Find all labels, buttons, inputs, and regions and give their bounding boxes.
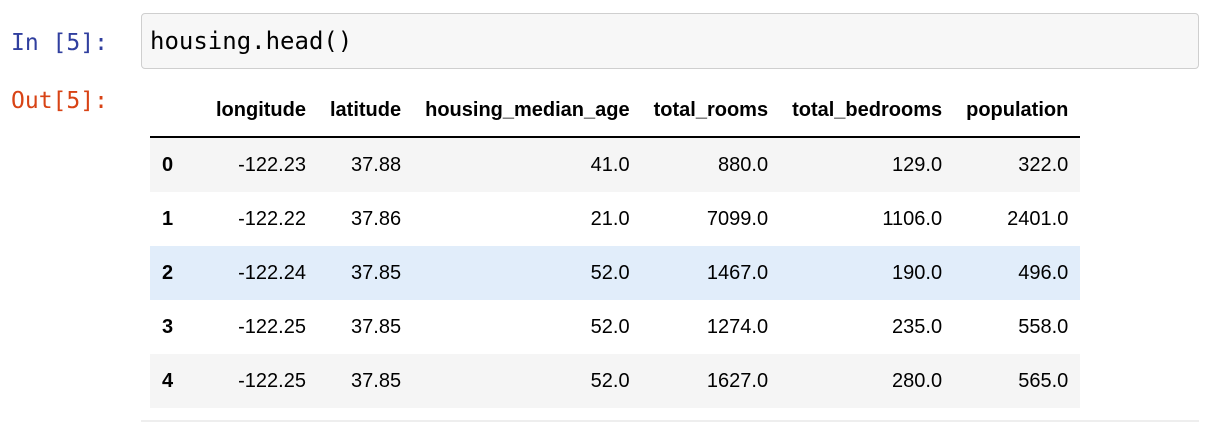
column-header-housing-median-age: housing_median_age [413,84,642,138]
cell-total-rooms: 880.0 [718,153,769,176]
cell-housing-median-age: 52.0 [590,261,630,284]
cell-population: 558.0 [1018,315,1069,338]
column-header-index [150,84,204,138]
cell-total-bedrooms: 235.0 [892,315,943,338]
cell-total-bedrooms: 190.0 [892,261,943,284]
cell-total-rooms: 7099.0 [706,207,769,230]
row-index: 1 [162,207,174,230]
output-prompt: Out[5]: [11,88,108,114]
row-index: 3 [162,315,174,338]
output-scroll-divider [141,420,1199,422]
header-row: longitude latitude housing_median_age to… [150,84,1081,138]
cell-longitude: -122.25 [238,369,306,392]
table-row: 2 -122.24 37.85 52.0 1467.0 190.0 496.0 [150,246,1081,300]
cell-population: 565.0 [1018,369,1069,392]
table-body: 0 -122.23 37.88 41.0 880.0 129.0 322.0 1… [150,137,1081,408]
row-index: 4 [162,369,174,392]
column-header-latitude: latitude [317,84,414,138]
code-text[interactable]: housing.head() [150,27,353,55]
cell-total-rooms: 1627.0 [706,369,769,392]
output-area: longitude latitude housing_median_age to… [150,84,1188,428]
dataframe-table: longitude latitude housing_median_age to… [150,84,1081,408]
table-row: 3 -122.25 37.85 52.0 1274.0 235.0 558.0 [150,300,1081,354]
cell-longitude: -122.22 [238,207,306,230]
cell-population: 496.0 [1018,261,1069,284]
column-header-total-bedrooms: total_bedrooms [780,84,955,138]
cell-total-bedrooms: 280.0 [892,369,943,392]
cell-longitude: -122.24 [238,261,306,284]
cell-total-rooms: 1467.0 [706,261,769,284]
cell-latitude: 37.85 [351,261,402,284]
table-row: 1 -122.22 37.86 21.0 7099.0 1106.0 2401.… [150,192,1081,246]
row-index: 0 [162,153,174,176]
cell-total-bedrooms: 1106.0 [882,207,943,230]
cell-housing-median-age: 52.0 [590,369,630,392]
cell-population: 322.0 [1018,153,1069,176]
column-header-population: population [954,84,1081,138]
column-header-longitude: longitude [204,84,318,138]
code-input-area[interactable]: housing.head() [141,13,1199,69]
cell-longitude: -122.23 [238,153,306,176]
cell-latitude: 37.85 [351,369,402,392]
cell-housing-median-age: 41.0 [590,153,630,176]
cell-total-bedrooms: 129.0 [892,153,943,176]
cell-population: 2401.0 [1007,207,1069,230]
row-index: 2 [162,261,174,284]
cell-latitude: 37.86 [351,207,402,230]
cell-longitude: -122.25 [238,315,306,338]
input-prompt: In [5]: [11,30,108,56]
cell-housing-median-age: 21.0 [590,207,630,230]
table-header: longitude latitude housing_median_age to… [150,84,1081,138]
cell-latitude: 37.88 [351,153,402,176]
table-row: 4 -122.25 37.85 52.0 1627.0 280.0 565.0 [150,354,1081,408]
column-header-total-rooms: total_rooms [641,84,781,138]
table-row: 0 -122.23 37.88 41.0 880.0 129.0 322.0 [150,137,1081,192]
cell-housing-median-age: 52.0 [590,315,630,338]
cell-latitude: 37.85 [351,315,402,338]
cell-total-rooms: 1274.0 [706,315,769,338]
